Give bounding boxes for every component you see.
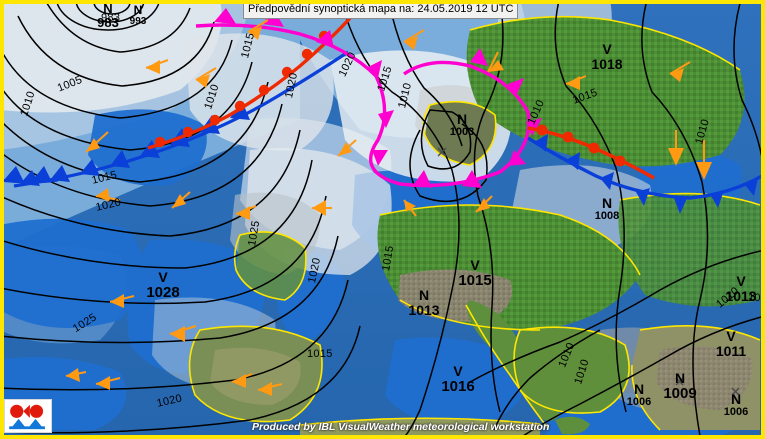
pressure-center-value: 1008 (594, 210, 620, 222)
pressure-center-symbol: N (633, 381, 645, 397)
pressure-center-symbol: N (133, 3, 143, 17)
isobar-label-983: 983 (101, 12, 121, 24)
pressure-center-symbol: V (453, 363, 463, 379)
pressure-center-value: 1018 (591, 56, 623, 72)
pressure-center-symbol: N (456, 111, 468, 127)
pressure-center-value: 993 (129, 16, 147, 27)
map-title-text: Předpovědní synoptická mapa na: 24.05.20… (248, 3, 514, 15)
high-1028: V 1028 (139, 270, 187, 300)
isobar-label-1013: 1013 (748, 292, 765, 304)
front-cold-east (527, 134, 761, 214)
map-title-bar: Předpovědní synoptická mapa na: 24.05.20… (243, 1, 519, 19)
high-1013-right: V 1013 (717, 274, 765, 303)
pressure-center-value: 1003 (449, 126, 475, 138)
pressure-center-symbol: N (601, 195, 613, 211)
pressure-center-value: 983 (97, 15, 119, 30)
map-coastlines (188, 15, 761, 431)
low-1006-right: N 1006 (712, 392, 760, 418)
isobar-label-1015-c: 1015 (307, 348, 333, 360)
pressure-center-symbol: N (103, 1, 113, 16)
pressure-center-value: 1013 (408, 302, 440, 318)
low-983: N 983 (84, 2, 132, 29)
map-center-markers (437, 147, 740, 396)
front-cold-southwest (4, 166, 59, 184)
pressure-center-symbol: N (418, 287, 430, 303)
low-1013: N 1013 (400, 288, 448, 317)
pressure-center-symbol: V (602, 41, 612, 57)
pressure-center-value: 1006 (723, 406, 749, 418)
low-1003: N 1003 (438, 112, 486, 138)
pressure-center-symbol: N (674, 370, 686, 386)
low-1008: N 1008 (583, 196, 631, 222)
high-1018: V 1018 (583, 42, 631, 71)
pressure-center-value: 1016 (441, 378, 475, 395)
pressure-center-value: 1009 (663, 385, 697, 402)
low-993: N 993 (114, 4, 162, 27)
high-1015: V 1015 (451, 258, 499, 288)
pressure-center-symbol: V (726, 328, 736, 344)
producer-credit: Produced by IBL VisualWeather meteorolog… (252, 421, 550, 433)
high-1011-right: V 1011 (707, 329, 755, 358)
pressure-center-symbol: N (730, 391, 742, 407)
pressure-center-symbol: V (158, 269, 168, 285)
cold-front-triangle-icon (9, 418, 45, 430)
low-1009: N 1009 (656, 371, 704, 401)
low-1006-left: N 1006 (615, 382, 663, 408)
pressure-center-value: 1028 (146, 284, 180, 301)
pressure-center-value: 1006 (626, 396, 652, 408)
front-warm-east (527, 124, 655, 180)
pressure-center-value: 1011 (715, 343, 747, 359)
pressure-center-value: 1013 (725, 288, 757, 304)
ibl-front-symbols-logo[interactable] (4, 399, 52, 433)
pressure-center-value: 1015 (458, 272, 492, 289)
map-wind-arrows (65, 19, 712, 396)
warm-front-semicircle-icon (10, 404, 44, 418)
pressure-center-symbol: V (470, 257, 480, 273)
front-occluded-central (195, 8, 542, 188)
high-1016: V 1016 (434, 364, 482, 394)
pressure-center-symbol: V (736, 273, 746, 289)
